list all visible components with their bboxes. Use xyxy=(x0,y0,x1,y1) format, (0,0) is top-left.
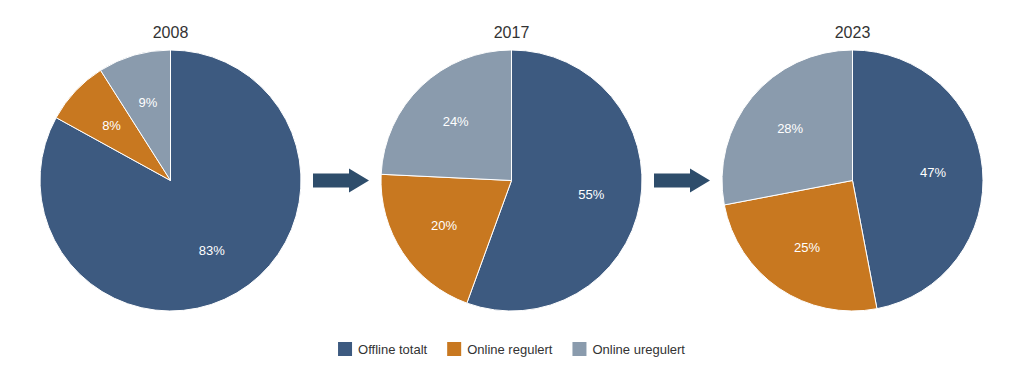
data-label: 8% xyxy=(102,118,121,133)
data-label: 47% xyxy=(920,165,946,180)
data-label: 55% xyxy=(578,187,604,202)
legend-swatch xyxy=(338,342,352,356)
pie-slice xyxy=(381,50,511,181)
legend-label: Offline totalt xyxy=(358,342,428,357)
data-label: 83% xyxy=(199,243,225,258)
pie-slice xyxy=(101,50,171,181)
pie-slice xyxy=(40,50,301,311)
legend-label: Online regulert xyxy=(467,342,553,357)
slices xyxy=(40,50,301,311)
arrow xyxy=(654,169,710,193)
pie: 55% 20% 24% xyxy=(381,50,642,311)
data-label: 25% xyxy=(794,240,820,255)
data-label: 20% xyxy=(431,218,457,233)
slices xyxy=(722,50,983,311)
data-labels: 47% 25% 28% xyxy=(777,121,946,254)
pie-slice xyxy=(722,50,852,205)
pie-title: 2017 xyxy=(494,24,530,41)
legend-item: Online regulert xyxy=(447,342,553,357)
pie: 83% 8% 9% xyxy=(40,50,301,311)
data-label: 24% xyxy=(443,114,469,129)
pie-slice xyxy=(381,174,511,303)
legend-item: Online uregulert xyxy=(572,342,685,357)
legend-item: Offline totalt xyxy=(338,342,428,357)
legend-label: Online uregulert xyxy=(592,342,685,357)
pie-title: 2008 xyxy=(153,24,189,41)
chart-container: 83% 8% 9% 2008 55% 20% 24% 2017 47% 25% 28% 2023 Off… xyxy=(0,0,1023,369)
pie-title: 2023 xyxy=(835,24,871,41)
data-label: 28% xyxy=(777,121,803,136)
legend-swatch xyxy=(447,342,461,356)
legend: Offline totalt Online regulert Online ureg… xyxy=(338,342,685,357)
data-labels: 55% 20% 24% xyxy=(431,114,605,232)
slices xyxy=(381,50,642,311)
chart-svg: 83% 8% 9% 2008 55% 20% 24% 2017 47% 25% 28% 2023 Off… xyxy=(0,0,1023,369)
arrow xyxy=(313,169,369,193)
legend-swatch xyxy=(572,342,586,356)
pie: 47% 25% 28% xyxy=(722,50,983,311)
data-labels: 83% 8% 9% xyxy=(102,95,225,257)
pie-slice xyxy=(853,50,983,309)
data-label: 9% xyxy=(139,95,158,110)
